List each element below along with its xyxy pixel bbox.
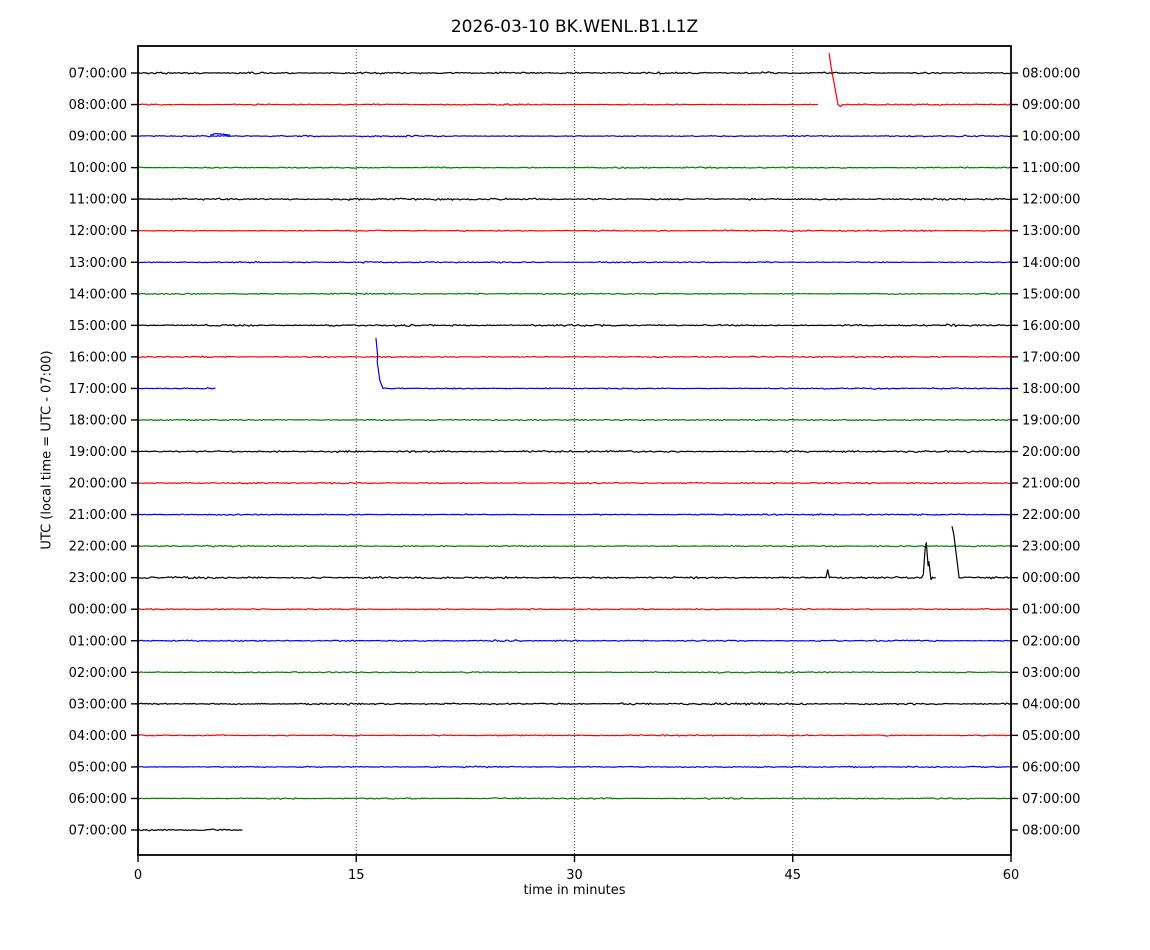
plot-title: 2026-03-10 BK.WENL.B1.L1Z [450,17,699,37]
trace-17:00:00 [375,337,384,389]
trace-23:00:00 [951,526,960,579]
left-tick-label: 07:00:00 [69,824,127,839]
trace-17:00:00 [137,387,216,390]
trace-21:00:00 [137,513,1012,517]
trace-09:00:00 [137,134,1012,138]
trace-22:00:00 [137,544,1012,548]
trace-07:00:00 [137,71,1012,75]
left-tick-label: 12:00:00 [69,224,127,239]
x-tick-label: 0 [134,868,142,883]
left-tick-label: 15:00:00 [69,319,127,334]
right-tick-label: 11:00:00 [1022,161,1080,176]
right-tick-label: 07:00:00 [1022,792,1080,807]
trace-01:00:00 [137,639,1012,643]
left-tick-label: 03:00:00 [69,697,127,712]
left-tick-label: 16:00:00 [69,350,127,365]
left-tick-label: 19:00:00 [69,445,127,460]
left-tick-label: 07:00:00 [69,67,127,82]
trace-12:00:00 [137,229,1012,233]
left-tick-label: 00:00:00 [69,603,127,618]
trace-04:00:00 [137,733,1012,737]
left-tick-label: 20:00:00 [69,477,127,492]
trace-06:00:00 [137,796,1012,800]
trace-02:00:00 [137,670,1012,674]
trace-08:00:00 [828,52,844,108]
trace-13:00:00 [137,260,1012,264]
trace-00:00:00 [137,607,1012,611]
right-tick-label: 16:00:00 [1022,319,1080,334]
trace-18:00:00 [137,418,1012,422]
trace-23:00:00 [137,575,827,580]
x-axis-label: time in minutes [523,883,626,898]
right-tick-label: 21:00:00 [1022,477,1080,492]
right-tick-label: 22:00:00 [1022,508,1080,523]
trace-08:00:00 [137,102,819,106]
trace-11:00:00 [137,197,1012,201]
left-tick-label: 02:00:00 [69,666,127,681]
right-tick-label: 12:00:00 [1022,193,1080,208]
left-tick-label: 10:00:00 [69,161,127,176]
left-tick-label: 18:00:00 [69,413,127,428]
right-tick-label: 08:00:00 [1022,824,1080,839]
x-tick-label: 60 [1003,868,1020,883]
trace-05:00:00 [137,765,1012,769]
trace-23:00:00 [828,575,923,580]
trace-07:00:00 [137,828,243,832]
left-tick-label: 23:00:00 [69,571,127,586]
trace-23:00:00 [958,576,1012,580]
left-tick-label: 21:00:00 [69,508,127,523]
x-tick-label: 30 [566,868,583,883]
trace-17:00:00 [382,387,1012,390]
right-tick-label: 00:00:00 [1022,571,1080,586]
trace-23:00:00 [920,542,934,581]
right-tick-label: 18:00:00 [1022,382,1080,397]
left-tick-label: 13:00:00 [69,256,127,271]
right-tick-label: 09:00:00 [1022,98,1080,113]
right-tick-label: 13:00:00 [1022,224,1080,239]
left-tick-label: 01:00:00 [69,634,127,649]
right-tick-label: 08:00:00 [1022,67,1080,82]
left-tick-label: 09:00:00 [69,130,127,145]
right-tick-label: 17:00:00 [1022,350,1080,365]
right-tick-label: 04:00:00 [1022,697,1080,712]
left-tick-label: 17:00:00 [69,382,127,397]
trace-23:00:00 [931,576,936,579]
right-tick-label: 20:00:00 [1022,445,1080,460]
right-tick-label: 19:00:00 [1022,413,1080,428]
y-axis-label: UTC (local time = UTC - 07:00) [39,350,55,550]
right-tick-label: 02:00:00 [1022,634,1080,649]
right-tick-label: 15:00:00 [1022,287,1080,302]
right-tick-label: 10:00:00 [1022,130,1080,145]
right-tick-label: 01:00:00 [1022,603,1080,618]
right-tick-label: 06:00:00 [1022,760,1080,775]
trace-20:00:00 [137,481,1012,485]
trace-23:00:00 [825,569,831,579]
left-tick-label: 11:00:00 [69,193,127,208]
left-tick-label: 06:00:00 [69,792,127,807]
left-tick-label: 05:00:00 [69,760,127,775]
x-tick-label: 45 [784,868,801,883]
x-tick-label: 15 [348,868,365,883]
trace-16:00:00 [137,355,1012,359]
trace-14:00:00 [137,292,1012,296]
left-tick-label: 14:00:00 [69,287,127,302]
left-tick-label: 22:00:00 [69,540,127,555]
right-tick-label: 05:00:00 [1022,729,1080,744]
right-tick-label: 23:00:00 [1022,540,1080,555]
trace-09:00:00 [210,133,231,136]
trace-10:00:00 [137,166,1012,169]
trace-15:00:00 [137,323,1012,328]
trace-03:00:00 [137,702,1012,706]
trace-08:00:00 [842,103,1012,106]
right-tick-label: 14:00:00 [1022,256,1080,271]
left-tick-label: 08:00:00 [69,98,127,113]
left-tick-label: 04:00:00 [69,729,127,744]
plot-border [137,45,1012,856]
trace-19:00:00 [137,449,1012,454]
right-tick-label: 03:00:00 [1022,666,1080,681]
